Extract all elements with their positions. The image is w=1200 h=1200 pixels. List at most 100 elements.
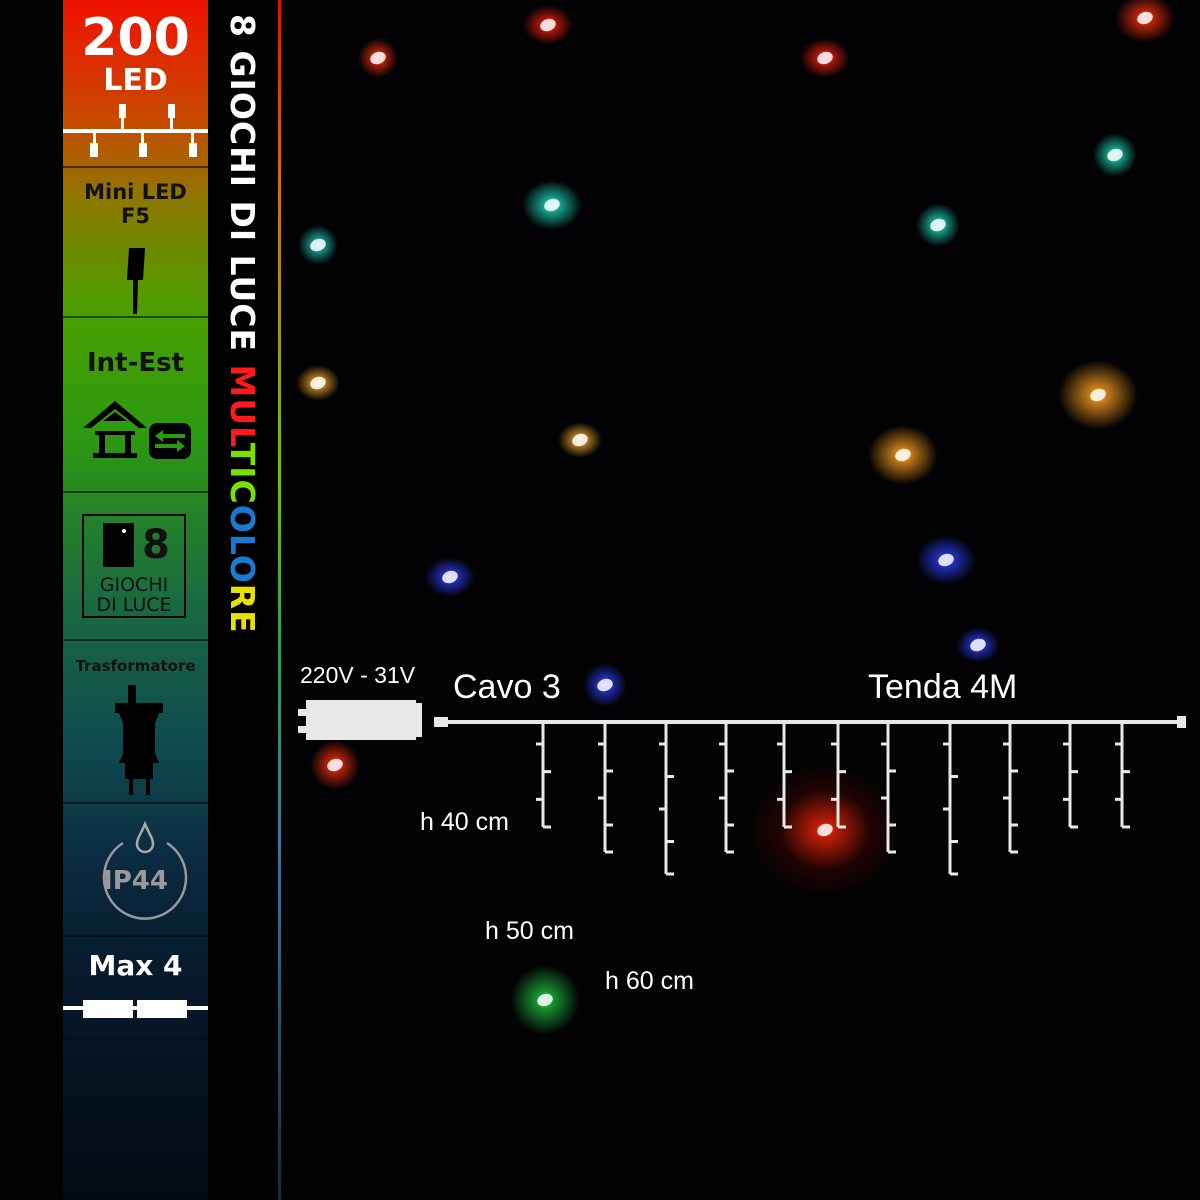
led-glow: [1093, 133, 1137, 177]
icicle-drop: [1063, 724, 1078, 829]
icicle-drop: [1115, 724, 1130, 829]
drop-led: [1003, 742, 1011, 746]
drop-led: [726, 769, 734, 773]
drop-led: [659, 807, 667, 811]
drop-led: [543, 770, 551, 774]
drop-wire: [724, 724, 728, 852]
drop-led: [777, 742, 785, 746]
icicle-drop: [943, 724, 958, 876]
led-bulb-icon: [127, 248, 145, 314]
led-count-section: 200 LED: [63, 0, 208, 168]
led-glow: [916, 535, 976, 585]
led-glow: [558, 422, 602, 458]
drop-led: [1010, 823, 1018, 827]
drop-led: [831, 742, 839, 746]
drop-wire: [541, 724, 545, 827]
drop-wire: [603, 724, 607, 852]
drop-led: [1115, 797, 1123, 801]
drop-led: [943, 742, 951, 746]
modes-line1: GIOCHI: [99, 574, 169, 596]
drop-wire: [948, 724, 952, 874]
rainbow-divider: [278, 0, 281, 1200]
light-modes-section: 8 GIOCHI DI LUCE: [63, 493, 208, 641]
transformer-icon: [115, 685, 163, 795]
drop-led: [881, 742, 889, 746]
drop-led: [666, 872, 674, 876]
drop-led: [888, 769, 896, 773]
height-label-50: h 50 cm: [485, 917, 574, 945]
drop-led: [943, 807, 951, 811]
usage-label: Int-Est: [86, 348, 185, 378]
house-icon: [83, 401, 191, 459]
drop-led: [726, 850, 734, 854]
icicle-drop: [831, 724, 846, 829]
drop-wire: [836, 724, 840, 827]
drop-wire: [782, 724, 786, 827]
drop-led: [536, 742, 544, 746]
drop-led: [784, 825, 792, 829]
led-glow: [1115, 0, 1175, 43]
led-glow: [523, 5, 573, 45]
drop-led: [838, 770, 846, 774]
icicle-drop: [777, 724, 792, 829]
drop-wire: [664, 724, 668, 874]
drop-led: [726, 823, 734, 827]
drop-led: [543, 825, 551, 829]
drop-led: [1003, 796, 1011, 800]
icicle-drop: [1003, 724, 1018, 854]
drop-led: [1115, 742, 1123, 746]
icicle-drop: [536, 724, 551, 829]
drop-led: [1070, 825, 1078, 829]
drop-wire: [1120, 724, 1124, 827]
drop-led: [784, 770, 792, 774]
height-label-40: h 40 cm: [420, 808, 509, 836]
ip-rating-section: IP44: [63, 804, 208, 937]
led-glow: [310, 740, 360, 790]
max-connect-label: Max 4: [88, 949, 183, 982]
drop-led: [950, 872, 958, 876]
drop-wire: [1008, 724, 1012, 852]
drop-led: [888, 850, 896, 854]
led-glow: [745, 760, 905, 900]
transformer-plug-icon: [298, 700, 448, 740]
drop-led: [1063, 742, 1071, 746]
drop-led: [659, 742, 667, 746]
led-type-label: F5: [121, 204, 150, 228]
indoor-outdoor-section: Int-Est: [63, 318, 208, 493]
drop-led: [950, 840, 958, 843]
led-count: 200: [81, 8, 190, 68]
led-label: LED: [103, 63, 168, 98]
drop-led: [598, 742, 606, 746]
drop-led: [777, 797, 785, 801]
drop-led: [1063, 797, 1071, 801]
icicle-drop: [881, 724, 896, 854]
drop-led: [838, 825, 846, 829]
drop-led: [1122, 770, 1130, 774]
title-column: [208, 0, 278, 1200]
led-glow: [800, 38, 850, 78]
drop-led: [666, 840, 674, 843]
main-cable: [448, 720, 1183, 724]
connector-icon: [63, 1000, 208, 1018]
led-glow: [296, 365, 340, 401]
ip-rating: IP44: [103, 866, 168, 896]
drop-led: [605, 850, 613, 854]
icicle-drop: [719, 724, 734, 854]
voltage-label: 220V - 31V: [300, 662, 416, 688]
led-glow: [956, 627, 1000, 663]
led-string-icon: [63, 104, 208, 157]
led-glow: [510, 965, 580, 1035]
modes-number: 8: [142, 522, 170, 568]
led-glow: [916, 203, 960, 247]
drop-wire: [1068, 724, 1072, 827]
icicle-drop: [659, 724, 674, 876]
led-glow: [583, 663, 627, 707]
drop-led: [719, 796, 727, 800]
drop-led: [666, 775, 674, 778]
drop-led: [1122, 825, 1130, 829]
drop-led: [1010, 769, 1018, 773]
mini-led-section: Mini LED F5: [63, 168, 208, 318]
led-glow: [1058, 360, 1138, 430]
transformer-section: Trasformatore: [63, 641, 208, 804]
